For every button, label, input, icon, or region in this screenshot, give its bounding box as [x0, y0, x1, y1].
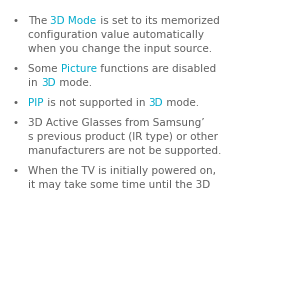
- Text: 3D: 3D: [41, 78, 56, 88]
- Text: functions are disabled: functions are disabled: [97, 64, 216, 74]
- Text: mode.: mode.: [163, 98, 199, 108]
- Text: •: •: [12, 118, 18, 128]
- Text: •: •: [12, 16, 18, 26]
- Text: •: •: [12, 166, 18, 176]
- Text: Some: Some: [28, 64, 61, 74]
- Text: 3D: 3D: [148, 98, 163, 108]
- Text: •: •: [12, 64, 18, 74]
- Text: s previous product (IR type) or other: s previous product (IR type) or other: [28, 132, 218, 142]
- Text: PIP: PIP: [28, 98, 44, 108]
- Text: configuration value automatically: configuration value automatically: [28, 30, 204, 40]
- Text: Picture: Picture: [61, 64, 97, 74]
- Text: when you change the input source.: when you change the input source.: [28, 44, 212, 54]
- Text: 3D Active Glasses from Samsung’: 3D Active Glasses from Samsung’: [28, 118, 205, 128]
- Text: is set to its memorized: is set to its memorized: [97, 16, 219, 26]
- Text: The: The: [28, 16, 50, 26]
- Text: When the TV is initially powered on,: When the TV is initially powered on,: [28, 166, 216, 176]
- Text: is not supported in: is not supported in: [44, 98, 148, 108]
- Text: manufacturers are not be supported.: manufacturers are not be supported.: [28, 146, 221, 156]
- Text: it may take some time until the 3D: it may take some time until the 3D: [28, 180, 210, 190]
- Text: mode.: mode.: [56, 78, 92, 88]
- Text: 3D Mode: 3D Mode: [50, 16, 97, 26]
- Text: •: •: [12, 98, 18, 108]
- Text: in: in: [28, 78, 41, 88]
